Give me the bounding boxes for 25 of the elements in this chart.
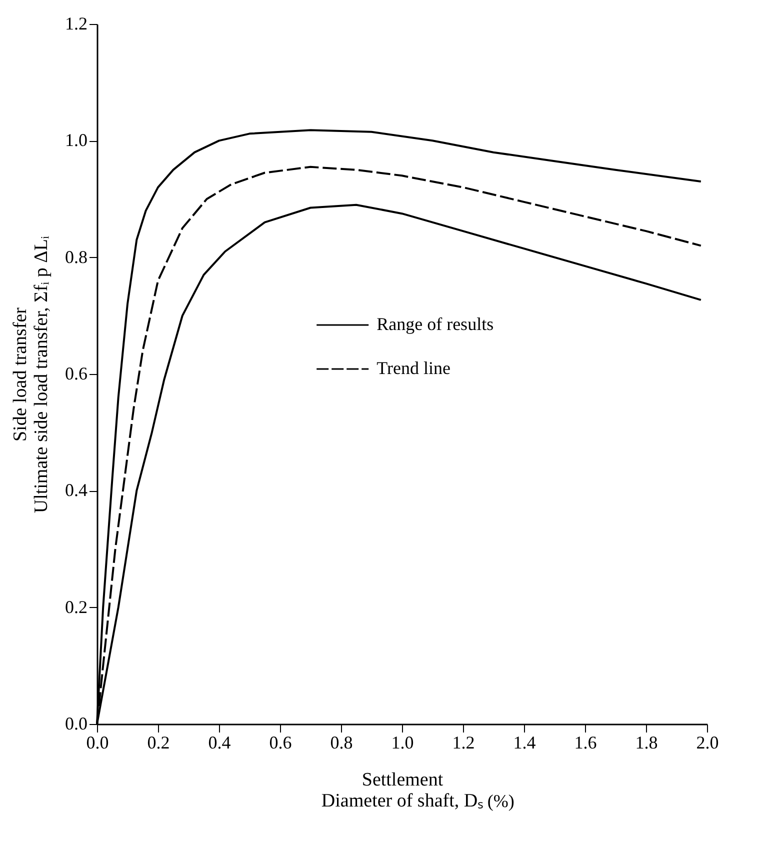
y-tick-label: 1.0 [65,130,88,150]
y-tick-label: 0.8 [65,246,88,267]
text: Diameter of shaft, Dₛ [321,790,484,812]
text: Settlement [362,770,444,790]
x-tick-label: 0.8 [330,732,353,752]
x-tick-label: 1.2 [452,732,475,752]
x-tick-label: 1.6 [574,732,597,752]
y-tick-label: 0.2 [65,596,88,617]
text: Ultimate side load transfer, Σfᵢ p ΔLᵢ [31,236,52,514]
y-tick-label: 1.2 [65,14,88,34]
x-tick-label: 0.0 [86,732,109,752]
x-tick-label: 2.0 [696,732,719,752]
y-tick-label: 0.4 [65,480,88,500]
legend-label: Range of results [376,314,494,334]
legend-label: Trend line [376,358,450,378]
x-tick-label: 0.4 [208,732,231,752]
x-tick-label: 0.2 [147,732,170,752]
x-tick-label: 0.6 [269,732,292,752]
text: (%) [487,791,514,811]
y-tick-label: 0.0 [65,714,88,734]
x-tick-label: 1.4 [513,732,536,752]
y-tick-label: 0.6 [65,364,88,384]
x-tick-label: 1.0 [391,732,414,752]
text: Side load transfer [10,307,31,442]
x-tick-label: 1.8 [635,732,658,752]
